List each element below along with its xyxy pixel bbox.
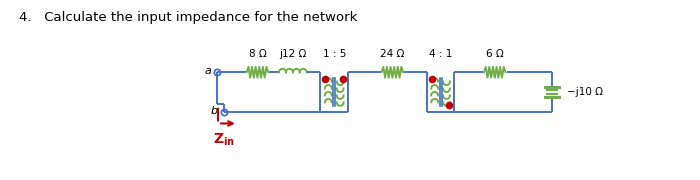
Text: 4.   Calculate the input impedance for the network: 4. Calculate the input impedance for the… bbox=[19, 11, 358, 24]
Text: b: b bbox=[211, 106, 218, 116]
Text: a: a bbox=[204, 66, 211, 76]
Text: 8 Ω: 8 Ω bbox=[248, 50, 266, 59]
Text: 4 : 1: 4 : 1 bbox=[429, 50, 452, 59]
Text: j12 Ω: j12 Ω bbox=[279, 50, 307, 59]
Text: 6 Ω: 6 Ω bbox=[486, 50, 503, 59]
Text: $\mathbf{Z}_{\mathbf{in}}$: $\mathbf{Z}_{\mathbf{in}}$ bbox=[213, 131, 235, 148]
Text: −j10 Ω: −j10 Ω bbox=[566, 87, 603, 97]
Text: 1 : 5: 1 : 5 bbox=[323, 50, 346, 59]
Text: 24 Ω: 24 Ω bbox=[380, 50, 405, 59]
